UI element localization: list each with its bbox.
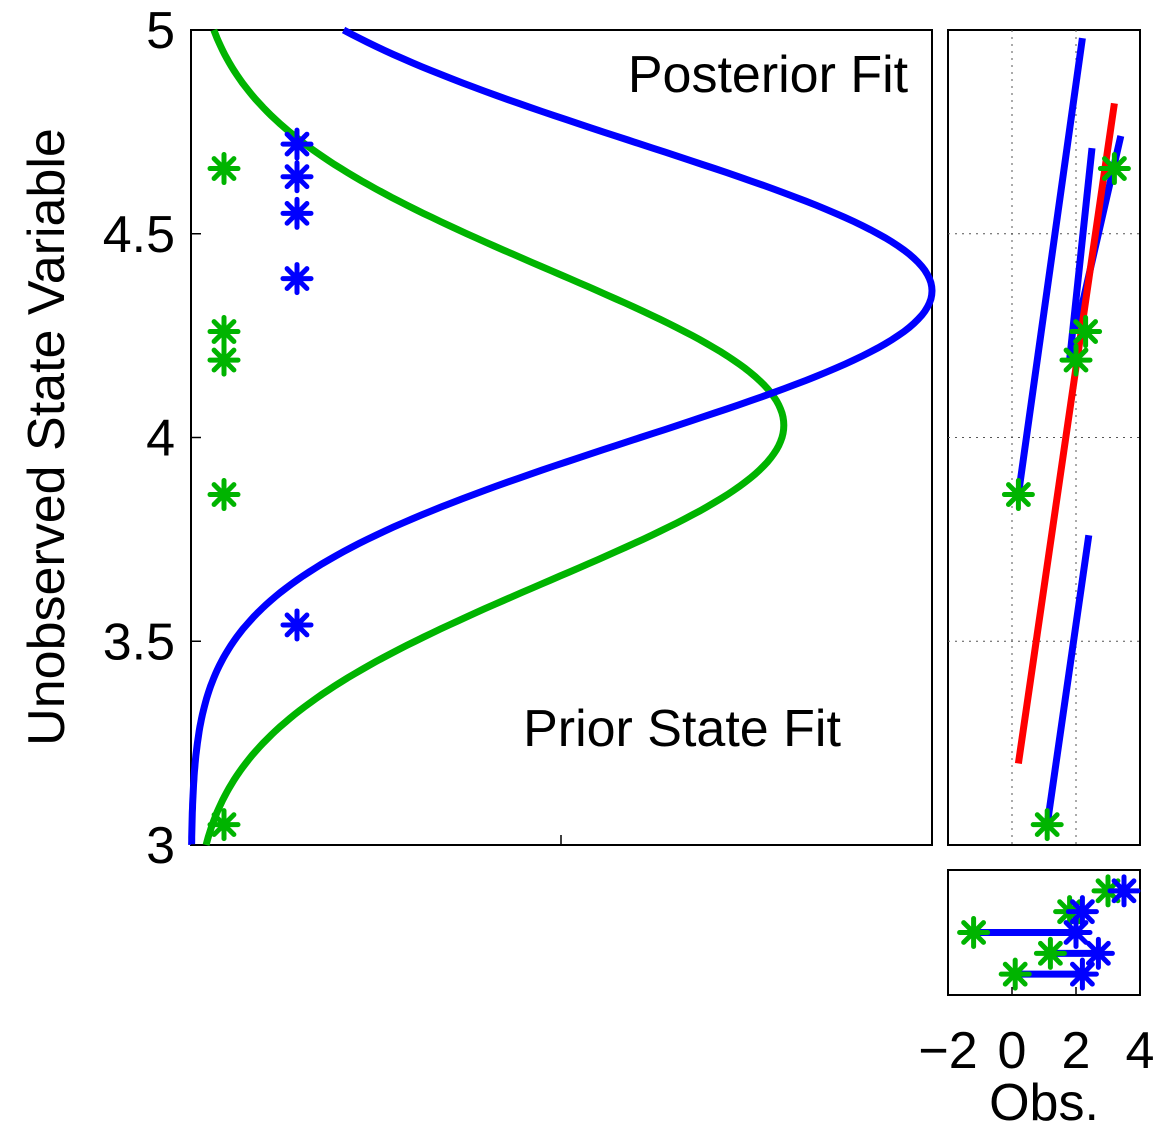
y-tick-label: 4 bbox=[146, 410, 175, 468]
posterior-obs-point-3 bbox=[1065, 895, 1099, 929]
prior-ensemble-point-1 bbox=[207, 478, 241, 512]
prior-ensemble-point-2 bbox=[207, 343, 241, 377]
posterior-increment-line-0 bbox=[1043, 534, 1093, 826]
y-tick-label: 4.5 bbox=[103, 206, 175, 264]
prior-obs-point-0 bbox=[998, 957, 1032, 991]
main-panel: 33.544.55 Posterior Fit Prior State Fit … bbox=[18, 2, 1140, 875]
prior-ensemble-point-0 bbox=[207, 808, 241, 842]
regression-panel bbox=[947, 29, 1141, 846]
prior-obs-point-2 bbox=[957, 916, 991, 949]
y-axis-label: Unobserved State Variable bbox=[18, 128, 76, 746]
posterior-ensemble-point-2 bbox=[280, 196, 314, 230]
obs-panel: −2 0 2 4 Obs. bbox=[918, 869, 1154, 1127]
obs-x-ticks: −2 0 2 4 bbox=[918, 987, 1154, 1080]
posterior-fit-label: Posterior Fit bbox=[628, 46, 909, 104]
posterior-obs-point-2 bbox=[1059, 916, 1093, 949]
regression-plot-area bbox=[948, 30, 1140, 845]
main-plot-area bbox=[188, 26, 936, 846]
y-tick-label: 5 bbox=[146, 2, 175, 60]
prior-ensemble-point-4 bbox=[207, 152, 241, 186]
main-y-ticks: 3 3.5 4 4.5 5 bbox=[103, 2, 1140, 875]
posterior-obs-point-4 bbox=[1107, 874, 1141, 908]
prior-density-curve bbox=[202, 28, 788, 846]
y-tick-label: 3 bbox=[146, 817, 175, 875]
posterior-ensemble-point-1 bbox=[280, 262, 314, 296]
joint-prior-point-3 bbox=[1069, 315, 1103, 349]
posterior-density-curve bbox=[188, 26, 936, 846]
x-axis-label-obs: Obs. bbox=[989, 1074, 1099, 1127]
posterior-ensemble-point-3 bbox=[280, 160, 314, 194]
obs-x-tick-label: 2 bbox=[1062, 1022, 1091, 1080]
prior-state-fit-label: Prior State Fit bbox=[523, 700, 841, 758]
obs-x-tick-label: 0 bbox=[998, 1022, 1027, 1080]
posterior-ensemble-point-4 bbox=[280, 127, 314, 161]
obs-x-tick-label: −2 bbox=[918, 1022, 977, 1080]
posterior-obs-point-0 bbox=[1065, 957, 1099, 991]
posterior-increment-line-2 bbox=[1066, 147, 1096, 361]
posterior-ensemble-point-0 bbox=[280, 608, 314, 642]
main-axes-box bbox=[190, 29, 933, 846]
prior-ensemble-point-3 bbox=[207, 315, 241, 349]
joint-prior-point-2 bbox=[1059, 343, 1093, 377]
prior-obs-point-1 bbox=[1033, 936, 1067, 970]
y-tick-label: 3.5 bbox=[103, 613, 175, 671]
obs-x-tick-label: 4 bbox=[1126, 1022, 1155, 1080]
regression-line bbox=[1014, 102, 1118, 765]
posterior-obs-point-1 bbox=[1081, 936, 1115, 970]
posterior-increment-line-1 bbox=[1014, 37, 1086, 496]
joint-prior-point-0 bbox=[1030, 808, 1064, 842]
obs-plot-area bbox=[957, 874, 1141, 991]
joint-prior-point-4 bbox=[1097, 152, 1131, 186]
joint-prior-point-1 bbox=[1001, 478, 1035, 512]
